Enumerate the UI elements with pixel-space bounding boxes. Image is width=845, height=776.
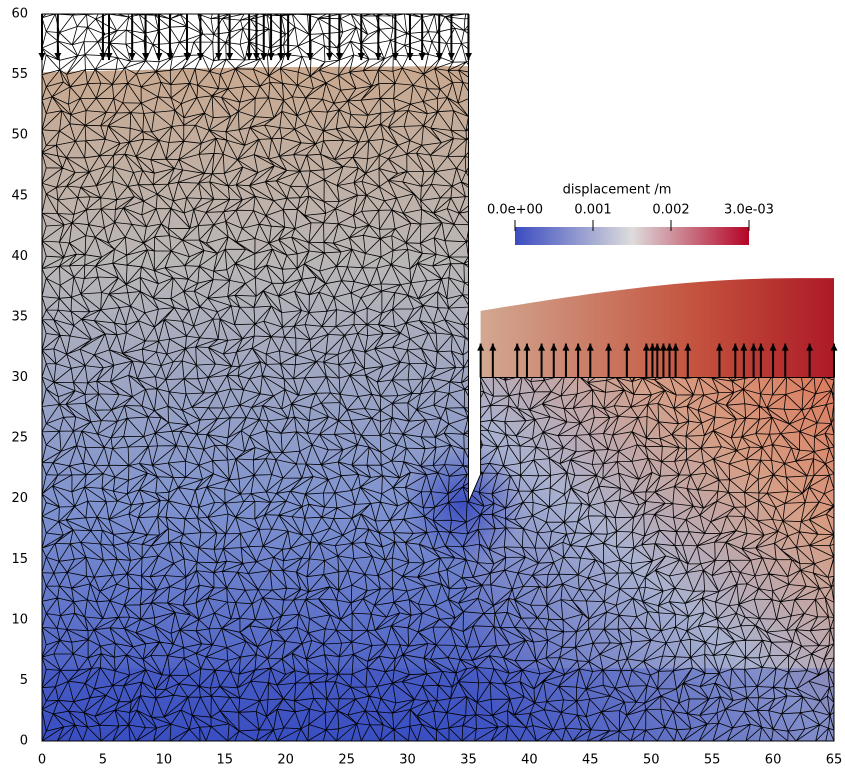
arrow-head [326,53,333,60]
x-tick-label: 0 [38,753,46,768]
y-tick-label: 35 [11,309,28,324]
x-tick-label: 35 [460,753,477,768]
colorbar-tick-label: 0.0e+00 [487,203,543,218]
colorbar-title: displacement /m [563,183,672,198]
arrow-head [448,53,455,60]
arrow-head [155,53,162,60]
x-tick-label: 60 [765,753,782,768]
arrow-head [99,53,106,60]
x-tick-label: 55 [704,753,721,768]
x-tick-label: 5 [99,753,107,768]
y-tick-label: 55 [11,67,28,82]
arrow-head [268,53,275,60]
x-tick-label: 10 [156,753,173,768]
y-tick-label: 15 [11,552,28,567]
x-tick-label: 20 [277,753,294,768]
y-tick-label: 30 [11,370,28,385]
arrow-head [260,53,267,60]
y-tick-label: 45 [11,188,28,203]
x-tick-label: 50 [643,753,660,768]
y-tick-label: 5 [20,673,28,688]
x-tick-label: 30 [399,753,416,768]
arrow-head [419,53,426,60]
y-tick-label: 40 [11,249,28,264]
colorbar-tick-label: 0.002 [652,203,689,218]
y-tick-label: 20 [11,491,28,506]
field [39,14,838,741]
arrow-head [285,53,292,60]
y-tick-label: 0 [20,734,28,749]
y-tick-label: 60 [11,7,28,22]
x-tick-label: 15 [216,753,233,768]
y-tick-label: 10 [11,612,28,627]
colorbar [515,227,749,245]
x-tick-label: 45 [582,753,599,768]
colorbar-tick-label: 3.0e-03 [724,203,774,218]
chart: displacement /m 051015202530354045505560… [0,0,845,776]
bottom-shade [42,668,834,741]
arrow-head [246,53,253,60]
colorbar-tick-label: 0.001 [574,203,611,218]
y-tick-label: 25 [11,431,28,446]
y-tick-label: 50 [11,128,28,143]
x-tick-label: 25 [338,753,355,768]
x-tick-label: 40 [521,753,538,768]
arrow-head [39,53,46,60]
x-tick-label: 65 [826,753,843,768]
